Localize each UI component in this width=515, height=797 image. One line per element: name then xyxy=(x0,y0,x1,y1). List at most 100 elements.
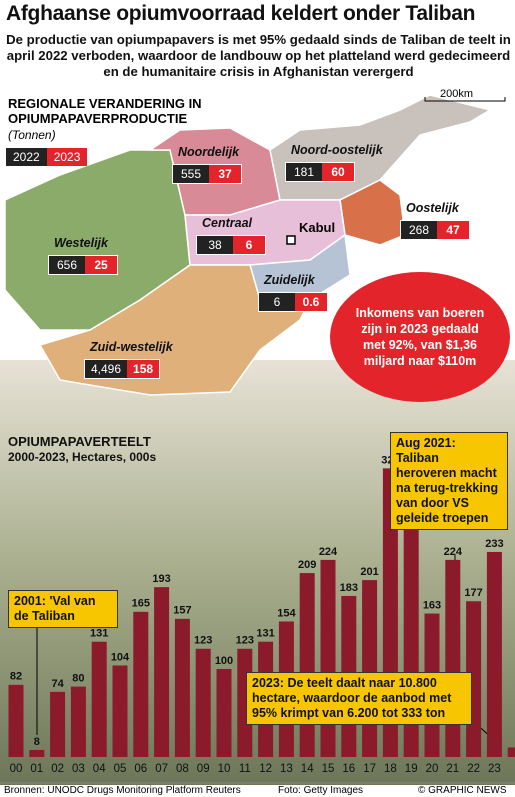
region-values: 38 6 xyxy=(196,235,266,255)
bar xyxy=(174,618,190,757)
annotation: 2023: De teelt daalt naar 10.800 hectare… xyxy=(246,672,472,725)
bar xyxy=(70,686,86,757)
scale-bar xyxy=(424,97,506,102)
bar xyxy=(362,580,378,757)
x-tick-label: 19 xyxy=(405,763,418,775)
value-label: 224 xyxy=(444,546,463,558)
chart-title: OPIUMPAPAVERTEELT xyxy=(8,434,151,449)
bar xyxy=(8,684,24,757)
region-values: 6 0.6 xyxy=(258,292,328,312)
bar xyxy=(320,559,336,757)
x-tick-label: 04 xyxy=(93,763,106,775)
annotation: Aug 2021: Taliban heroveren macht na ter… xyxy=(390,432,508,530)
value-2022: 181 xyxy=(286,163,322,181)
region-name: Westelijk xyxy=(54,236,108,250)
value-label: 183 xyxy=(340,582,358,594)
value-2023: 25 xyxy=(85,256,117,274)
region-values: 4,496 158 xyxy=(84,359,161,379)
value-label: 123 xyxy=(236,635,254,647)
kabul-marker xyxy=(286,235,296,245)
value-2023: 60 xyxy=(322,163,354,181)
subtitle: De productie van opiumpapavers is met 95… xyxy=(6,32,511,79)
region-name: Zuidelijk xyxy=(264,273,315,287)
value-label: 123 xyxy=(194,635,212,647)
value-label: 80 xyxy=(72,673,84,685)
value-2022: 6 xyxy=(259,293,295,311)
x-tick-label: 00 xyxy=(10,763,23,775)
x-tick-label: 03 xyxy=(72,763,85,775)
value-2023: 6 xyxy=(233,236,265,254)
value-2022: 555 xyxy=(173,165,209,183)
value-label: 104 xyxy=(111,651,130,663)
x-tick-label: 02 xyxy=(51,763,64,775)
x-tick-label: 07 xyxy=(155,763,168,775)
bar xyxy=(154,587,170,757)
legend-2023: 2023 xyxy=(46,148,88,166)
region-name: Zuid-westelijk xyxy=(90,340,173,354)
value-label: 165 xyxy=(132,598,150,610)
x-tick-label: 17 xyxy=(363,763,376,775)
credit: © GRAPHIC NEWS xyxy=(418,785,507,796)
bar xyxy=(445,559,461,757)
sources: Bronnen: UNODC Drugs Monitoring Platform… xyxy=(4,785,241,796)
bar xyxy=(195,648,211,757)
x-tick-label: 01 xyxy=(30,763,43,775)
bar xyxy=(299,573,315,757)
region-name: Noord-oostelijk xyxy=(291,143,383,157)
photo-credit: Foto: Getty Images xyxy=(278,785,364,796)
bar xyxy=(133,611,149,757)
value-2022: 4,496 xyxy=(85,360,128,378)
x-tick-label: 20 xyxy=(426,763,439,775)
x-tick-label: 21 xyxy=(446,763,459,775)
value-label: 154 xyxy=(277,607,296,619)
value-label: 209 xyxy=(298,559,316,571)
value-2022: 656 xyxy=(49,256,85,274)
x-tick-label: 14 xyxy=(301,763,314,775)
value-label: 177 xyxy=(464,587,482,599)
legend: 2022 2023 xyxy=(6,148,88,166)
bar xyxy=(29,749,45,757)
x-tick-label: 08 xyxy=(176,763,189,775)
map-title: REGIONALE VERANDERING IN OPIUMPAPAVERPRO… xyxy=(8,96,202,126)
x-tick-label: 22 xyxy=(467,763,480,775)
chart-subtitle: 2000-2023, Hectares, 000s xyxy=(8,450,157,464)
x-tick-label: 15 xyxy=(322,763,335,775)
bar xyxy=(507,747,515,757)
value-label: 193 xyxy=(152,573,170,585)
region-name: Noordelijk xyxy=(178,145,240,159)
value-2022: 38 xyxy=(197,236,233,254)
scale-label: 200km xyxy=(440,88,474,100)
x-tick-label: 18 xyxy=(384,763,397,775)
value-label: 8 xyxy=(34,736,40,748)
x-tick-label: 12 xyxy=(259,763,272,775)
region-values: 181 60 xyxy=(285,162,355,182)
bar xyxy=(50,691,66,757)
value-label: 100 xyxy=(215,655,233,667)
bar xyxy=(216,669,232,757)
value-label: 224 xyxy=(319,546,338,558)
income-note: Inkomens van boeren zijn in 2023 gedaald… xyxy=(330,272,510,402)
value-2022: 268 xyxy=(401,221,437,239)
x-tick-label: 16 xyxy=(342,763,355,775)
map-unit: (Tonnen) xyxy=(8,128,56,142)
legend-2022: 2022 xyxy=(6,148,47,166)
x-tick-label: 06 xyxy=(134,763,147,775)
region-name: Oostelijk xyxy=(406,201,459,215)
value-2023: 47 xyxy=(437,221,469,239)
bar xyxy=(91,641,107,757)
bar xyxy=(486,551,502,757)
region-values: 268 47 xyxy=(400,220,470,240)
x-tick-label: 05 xyxy=(114,763,127,775)
value-label: 74 xyxy=(51,678,64,690)
x-tick-label: 09 xyxy=(197,763,210,775)
region-name: Centraal xyxy=(202,216,253,230)
region-values: 656 25 xyxy=(48,255,118,275)
region-values: 555 37 xyxy=(172,164,242,184)
x-tick-label: 23 xyxy=(488,763,501,775)
value-label: 201 xyxy=(360,566,378,578)
x-tick-label: 10 xyxy=(218,763,231,775)
value-label: 131 xyxy=(90,628,108,640)
x-tick-label: 13 xyxy=(280,763,293,775)
value-2023: 37 xyxy=(209,165,241,183)
